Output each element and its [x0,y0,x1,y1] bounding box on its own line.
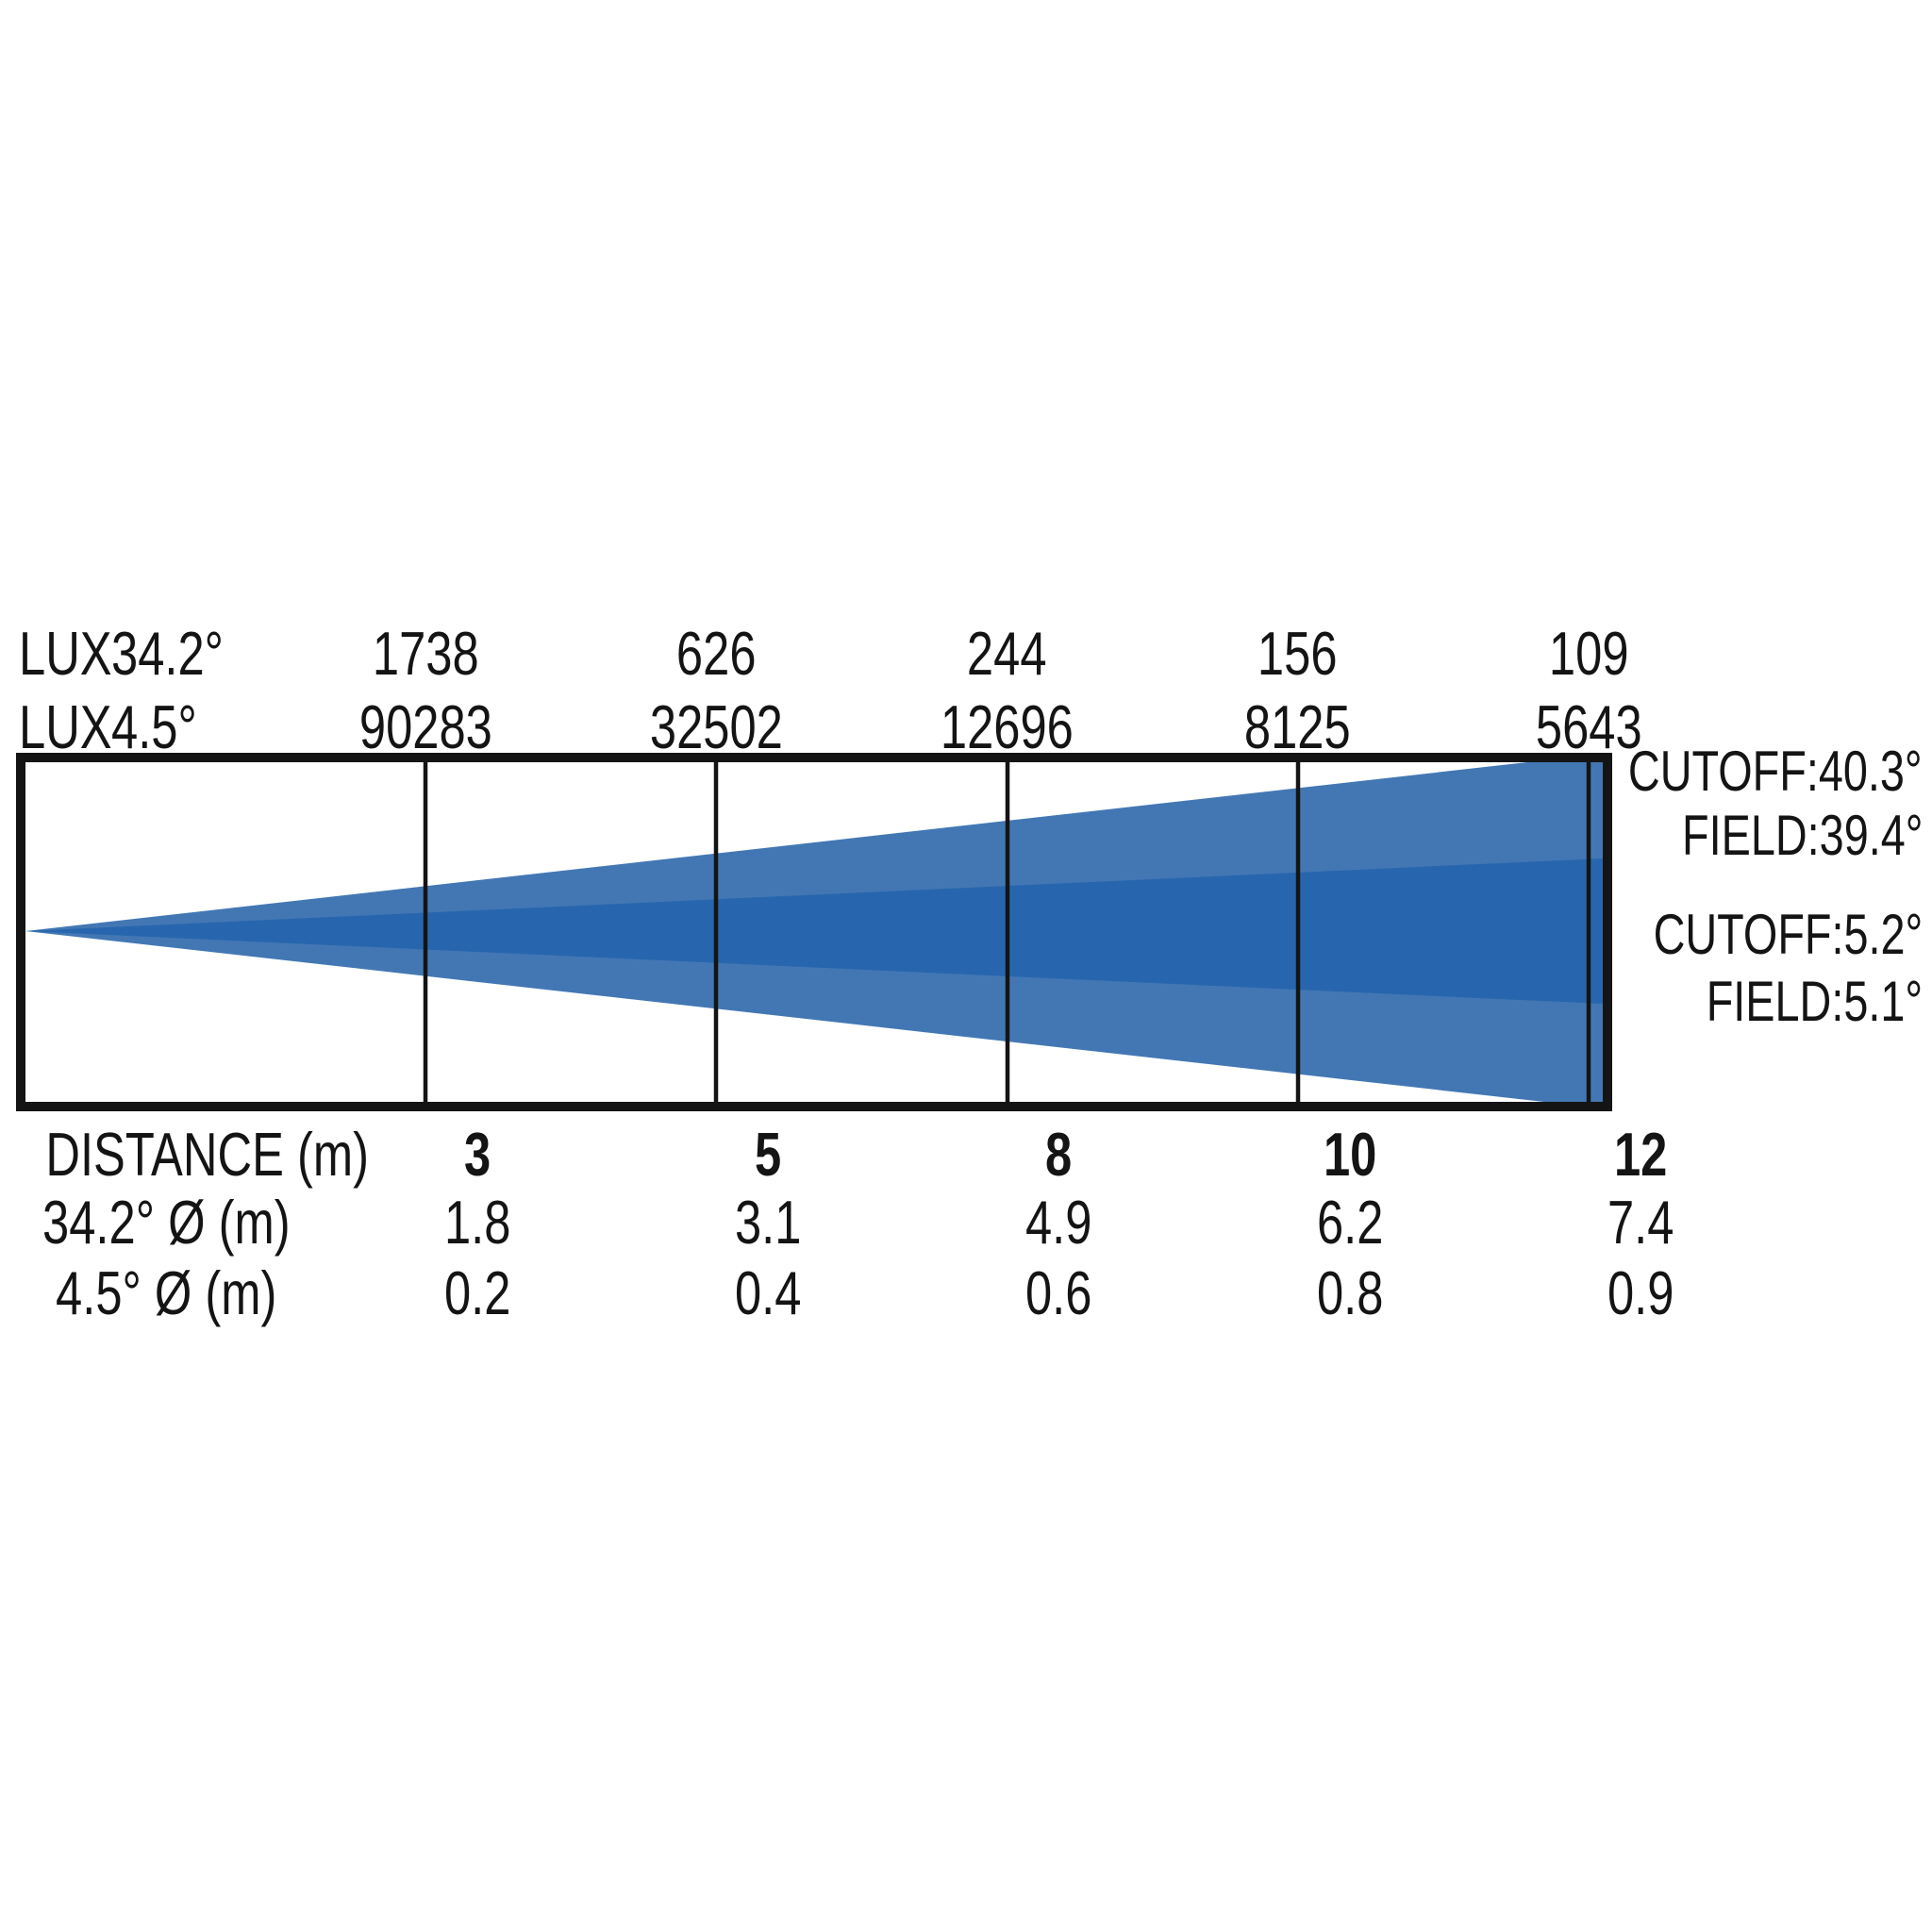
diameter-wide-label: 34.2° Ø (m) [42,1188,291,1257]
lux-value: 1738 [372,619,479,688]
lux-label: LUX [19,619,112,688]
lux-row-narrow-label: LUX 4.5° [0,693,280,761]
distance-value: 5 [755,1120,782,1189]
beam-box-frame [16,753,1612,1111]
distance-value: 3 [463,1120,491,1189]
lux-value: 109 [1548,619,1629,688]
diameter-row-wide: 34.2° Ø (m) 1.8 3.1 4.9 6.2 7.4 [0,1189,1786,1257]
diameter-value: 0.4 [735,1258,802,1327]
lux-value: 12696 [940,692,1074,761]
lux-value: 5643 [1535,692,1642,761]
distance-value: 12 [1613,1120,1668,1189]
beam-angle-label-field-narrow: FIELD:5.1° [1706,970,1923,1033]
diameter-value: 1.8 [443,1188,511,1257]
lux-narrow-values: 90283 32502 12696 8125 5643 [280,693,1734,761]
distance-row: DISTANCE (m) 3 5 8 10 12 [0,1121,1786,1189]
lux-value: 90283 [358,692,492,761]
distance-value: 8 [1045,1120,1073,1189]
beam-angle-label-cutoff-narrow: CUTOFF:5.2° [1653,903,1923,966]
lux-value: 156 [1257,619,1338,688]
diameter-value: 0.2 [443,1258,511,1327]
distance-value: 10 [1323,1120,1376,1189]
diameter-value: 7.4 [1607,1188,1674,1257]
beam-angle-wide: 34.2° [111,619,224,688]
diameter-row-narrow: 4.5° Ø (m) 0.2 0.4 0.6 0.8 0.9 [0,1259,1786,1327]
lux-value: 32502 [649,692,783,761]
lux-row-wide-label: LUX 34.2° [0,620,280,688]
diameter-narrow-values: 0.2 0.4 0.6 0.8 0.9 [332,1259,1786,1327]
diameter-value: 6.2 [1316,1188,1383,1257]
beam-angle-narrow: 4.5° [111,692,197,761]
diameter-value: 0.9 [1607,1258,1674,1327]
diameter-wide-values: 1.8 3.1 4.9 6.2 7.4 [332,1189,1786,1257]
diameter-value: 3.1 [735,1188,802,1257]
distance-label: DISTANCE (m) [45,1120,370,1189]
diameter-narrow-label: 4.5° Ø (m) [55,1258,277,1327]
lux-value: 8125 [1244,692,1352,761]
beam-angle-label-cutoff-wide: CUTOFF:40.3° [1628,740,1923,803]
diameter-value: 0.6 [1025,1258,1092,1327]
diameter-value: 0.8 [1316,1258,1383,1327]
diameter-value: 4.9 [1025,1188,1092,1257]
lux-value: 626 [675,619,757,688]
lux-wide-values: 1738 626 244 156 109 [280,620,1734,688]
beam-cone-narrow [25,858,1603,1004]
beam-chart-svg [16,753,1612,1111]
beam-angle-label-field-wide: FIELD:39.4° [1681,804,1923,867]
distance-values: 3 5 8 10 12 [332,1121,1786,1189]
lux-row-narrow: LUX 4.5° 90283 32502 12696 8125 5643 [0,693,1734,761]
lux-label: LUX [19,692,112,761]
lux-value: 244 [967,619,1047,688]
lux-row-wide: LUX 34.2° 1738 626 244 156 109 [0,620,1734,688]
